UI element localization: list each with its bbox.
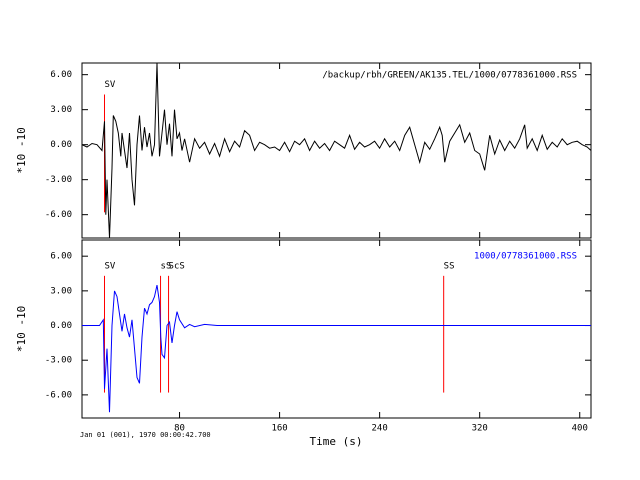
plot-frame (81, 239, 592, 419)
plot-frame (81, 62, 592, 239)
y-tick-label: -6.00 (45, 390, 72, 400)
date-label: Jan 01 (001), 1970 00:00:42.700 (80, 431, 211, 439)
y-tick-label: -6.00 (45, 210, 72, 220)
y-axis-label: *10 -10 (15, 127, 28, 173)
y-tick-label: -3.00 (45, 356, 72, 366)
waveform (82, 284, 591, 413)
x-tick-label: 320 (472, 424, 488, 434)
y-tick-label: 3.00 (50, 105, 72, 115)
x-tick-label: 240 (372, 424, 388, 434)
x-tick-label: 160 (271, 424, 287, 434)
x-axis-label: Time (s) (310, 435, 363, 448)
x-tick-label: 80 (174, 424, 185, 434)
y-tick-label: 3.00 (50, 286, 72, 296)
panel-title: /backup/rbh/GREEN/AK135.TEL/1000/0778361… (322, 71, 577, 81)
phase-label: sS (161, 261, 172, 271)
phase-label: ScS (169, 261, 185, 271)
y-tick-label: 6.00 (50, 70, 72, 80)
waveform (81, 62, 592, 239)
y-tick-label: -3.00 (45, 175, 72, 185)
y-axis-label: *10 -10 (15, 306, 28, 352)
phase-label: SV (105, 80, 116, 90)
y-tick-label: 0.00 (50, 321, 72, 331)
y-tick-label: 0.00 (50, 140, 72, 150)
panel-title: 1000/0778361000.RSS (474, 252, 577, 262)
phase-label: SV (105, 261, 116, 271)
y-tick-label: 6.00 (50, 252, 72, 262)
x-tick-label: 400 (572, 424, 588, 434)
phase-label: SS (444, 261, 455, 271)
